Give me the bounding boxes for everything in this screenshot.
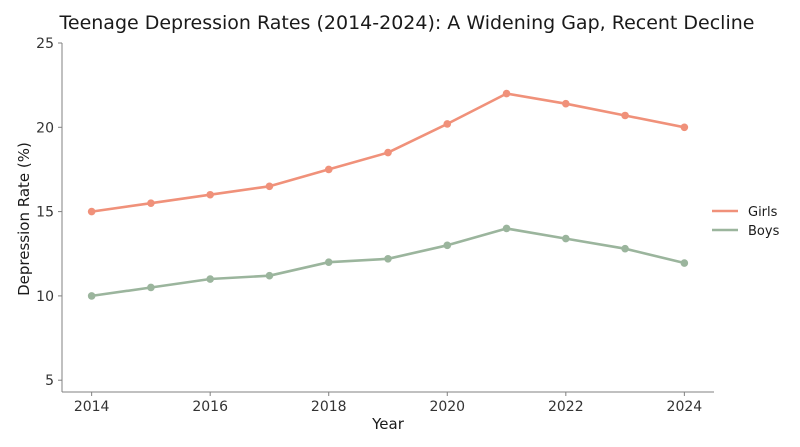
data-point-girls [502, 89, 511, 98]
y-tick-label: 10 [36, 289, 54, 305]
data-point-boys [206, 275, 214, 283]
data-point-boys [265, 271, 274, 280]
data-point-boys [680, 259, 689, 267]
y-tick-label: 5 [45, 373, 54, 389]
data-point-girls [621, 111, 629, 120]
data-point-girls [206, 190, 214, 199]
x-axis-label: Year [371, 415, 405, 433]
y-tick-label: 25 [36, 36, 54, 52]
x-tick-label: 2022 [548, 399, 584, 415]
data-point-boys [443, 241, 452, 250]
data-point-girls [324, 165, 333, 174]
x-tick-label: 2024 [667, 399, 703, 415]
data-point-boys [562, 234, 570, 243]
chart-title: Teenage Depression Rates (2014-2024): A … [59, 12, 755, 34]
data-point-girls [384, 148, 392, 157]
data-point-boys [87, 292, 96, 300]
data-point-boys [384, 255, 392, 263]
y-tick-label: 20 [36, 120, 54, 136]
data-point-girls [680, 123, 689, 132]
series-girls [87, 89, 689, 216]
data-point-girls [265, 182, 274, 191]
legend: Girls Boys [712, 205, 780, 239]
data-point-boys [502, 224, 511, 233]
series-boys [87, 224, 689, 300]
x-tick-label: 2016 [192, 399, 228, 415]
data-point-boys [324, 258, 333, 266]
axes: 2014 2016 2018 2020 2022 2024 5 10 15 20 25 [36, 36, 714, 415]
data-point-girls [443, 120, 452, 128]
y-tick-label: 15 [36, 205, 54, 221]
y-axis-label: Depression Rate (%) [15, 142, 33, 296]
x-tick-label: 2020 [429, 399, 465, 415]
x-tick-label: 2018 [311, 399, 347, 415]
x-tick-label: 2014 [74, 399, 110, 415]
data-point-boys [147, 283, 155, 292]
data-point-girls [87, 207, 96, 216]
legend-label-boys: Boys [748, 224, 780, 239]
series-layer [87, 89, 689, 300]
data-point-boys [621, 244, 629, 253]
legend-label-girls: Girls [748, 205, 778, 220]
data-point-girls [562, 99, 570, 108]
data-point-girls [147, 199, 155, 207]
